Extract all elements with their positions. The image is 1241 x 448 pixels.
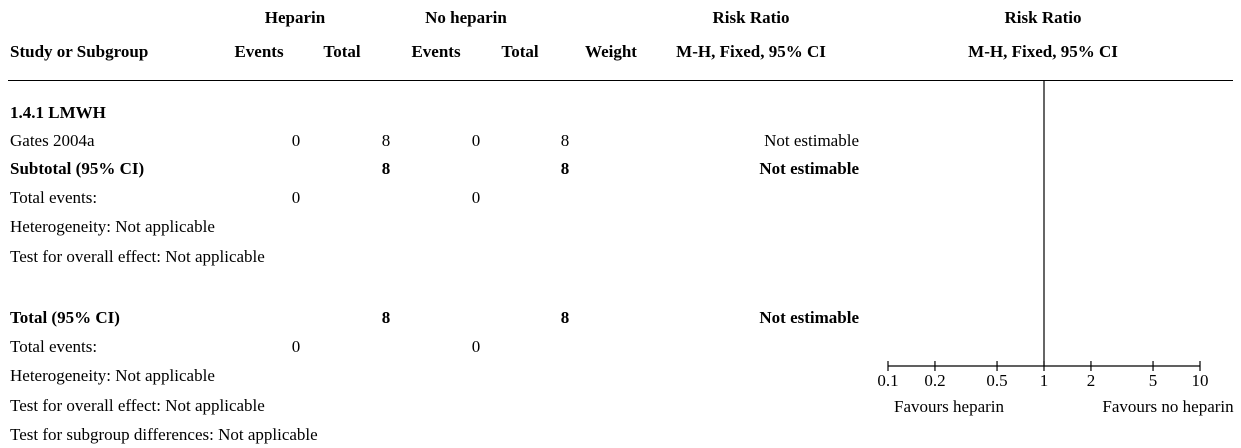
method-header-right: M-H, Fixed, 95% CI bbox=[968, 42, 1118, 61]
weight-header: Weight bbox=[585, 42, 637, 61]
group2-header: No heparin bbox=[425, 8, 507, 27]
events1-header: Events bbox=[234, 42, 284, 61]
study-name: Gates 2004a bbox=[10, 131, 95, 150]
x-tick-label-1: 0.2 bbox=[924, 371, 945, 390]
subgroup-overall-effect: Test for overall effect: Not applicable bbox=[10, 247, 265, 266]
study-events1: 0 bbox=[291, 131, 301, 150]
subtotal-result: Not estimable bbox=[759, 159, 859, 178]
subgroup-differences-test: Test for subgroup differences: Not appli… bbox=[10, 425, 318, 444]
x-tick-label-6: 10 bbox=[1192, 371, 1209, 390]
subgroup-total-events1: 0 bbox=[291, 188, 301, 207]
total-total1: 8 bbox=[381, 308, 391, 327]
overall-total-events2: 0 bbox=[471, 337, 481, 356]
subgroup-title: 1.4.1 LMWH bbox=[10, 103, 106, 122]
x-tick-label-5: 5 bbox=[1149, 371, 1158, 390]
risk-ratio-header-left: Risk Ratio bbox=[712, 8, 790, 27]
overall-total-events1: 0 bbox=[291, 337, 301, 356]
subtotal-label: Subtotal (95% CI) bbox=[10, 159, 145, 178]
subgroup-heterogeneity: Heterogeneity: Not applicable bbox=[10, 217, 215, 236]
x-tick-label-4: 2 bbox=[1087, 371, 1096, 390]
study-total1: 8 bbox=[381, 131, 391, 150]
total-result: Not estimable bbox=[759, 308, 859, 327]
subgroup-total-events-label: Total events: bbox=[10, 188, 98, 207]
study-result: Not estimable bbox=[764, 131, 859, 150]
favours-left-label: Favours heparin bbox=[893, 397, 1005, 416]
x-tick-label-2: 0.5 bbox=[986, 371, 1007, 390]
risk-ratio-header-right: Risk Ratio bbox=[1004, 8, 1082, 27]
events2-header: Events bbox=[411, 42, 461, 61]
study-total2: 8 bbox=[560, 131, 570, 150]
total-total2: 8 bbox=[560, 308, 570, 327]
study-column-header: Study or Subgroup bbox=[10, 42, 149, 61]
overall-heterogeneity: Heterogeneity: Not applicable bbox=[10, 366, 215, 385]
overall-total-events-label: Total events: bbox=[10, 337, 98, 356]
x-tick-label-3: 1 bbox=[1040, 371, 1049, 390]
subtotal-total2: 8 bbox=[560, 159, 570, 178]
subgroup-total-events2: 0 bbox=[471, 188, 481, 207]
method-header-left: M-H, Fixed, 95% CI bbox=[676, 42, 826, 61]
subtotal-total1: 8 bbox=[381, 159, 391, 178]
header-rule bbox=[8, 80, 1233, 81]
overall-effect-test: Test for overall effect: Not applicable bbox=[10, 396, 265, 415]
study-events2: 0 bbox=[471, 131, 481, 150]
total-label: Total (95% CI) bbox=[10, 308, 120, 327]
total1-header: Total bbox=[323, 42, 361, 61]
group1-header: Heparin bbox=[264, 8, 326, 27]
x-tick-label-0: 0.1 bbox=[877, 371, 898, 390]
total2-header: Total bbox=[501, 42, 539, 61]
favours-right-label: Favours no heparin bbox=[1102, 397, 1234, 416]
